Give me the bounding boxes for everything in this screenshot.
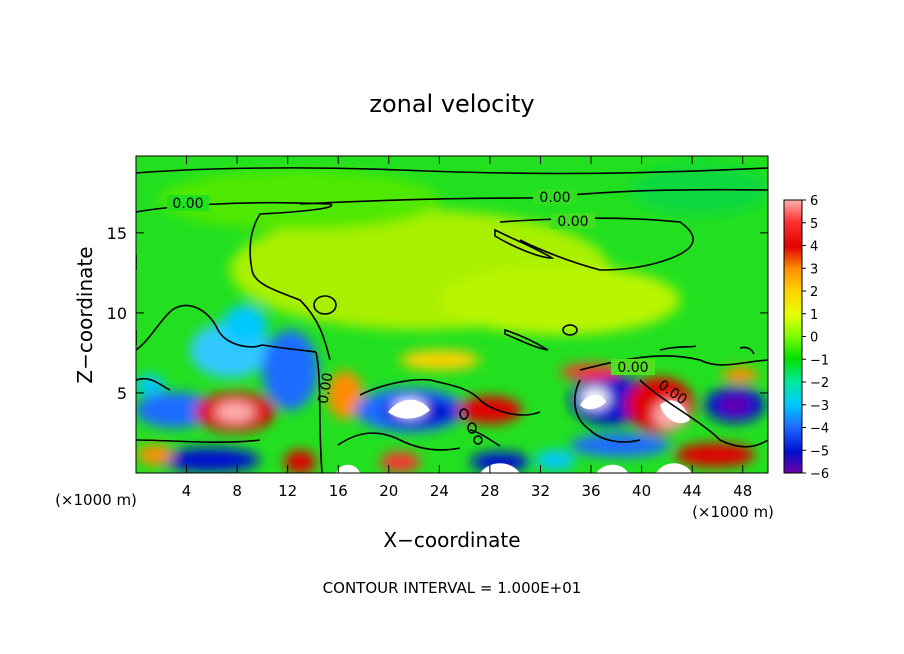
x-tick-label: 40: [632, 482, 651, 500]
contour-lines: [136, 167, 768, 473]
y-tick-label: 5: [117, 384, 127, 403]
colorbar-tick-label: −3: [810, 399, 829, 414]
x-axis-label: X−coordinate: [383, 528, 520, 552]
y-tick-label: 15: [107, 224, 127, 243]
colorbar-gradient: [783, 199, 803, 474]
x-tick-label: 8: [232, 482, 242, 500]
x-tick-label: 20: [379, 482, 398, 500]
x-unit-left: (×1000 m): [55, 491, 137, 509]
colorbar-tick-label: 5: [810, 217, 818, 232]
plot-frame: [135, 155, 769, 474]
colorbar-tick-label: −1: [810, 353, 829, 368]
x-tick-label: 44: [683, 482, 702, 500]
x-tick-label: 12: [278, 482, 297, 500]
x-tick-label: 4: [182, 482, 192, 500]
y-tick-label: 10: [107, 304, 127, 323]
contour-label: 0.00: [315, 372, 336, 405]
x-tick-label: 16: [329, 482, 348, 500]
x-tick-label: 24: [430, 482, 449, 500]
x-tick-label: 28: [480, 482, 499, 500]
colorbar-tick-label: 4: [810, 240, 818, 255]
colorbar-tick-label: 3: [810, 262, 818, 277]
x-axis: 4 8 12 16 20 24 28 32 36 40 44 48: [182, 156, 752, 500]
saturated-regions: [336, 394, 692, 473]
colorbar-tick-label: 1: [810, 308, 818, 323]
contour-label: 0.00: [172, 196, 203, 212]
contour-label: 0.00: [617, 360, 648, 376]
colorbar-tick-label: 2: [810, 285, 818, 300]
contour-label: 0.00: [539, 190, 570, 206]
x-unit-right: (×1000 m): [692, 503, 774, 521]
colorbar-tick-label: 6: [810, 194, 818, 209]
colorbar-tick-label: −5: [810, 444, 829, 459]
x-tick-label: 32: [531, 482, 550, 500]
y-axis: 5 10 15: [107, 224, 768, 403]
colorbar-tick-label: −4: [810, 422, 829, 437]
heatmap-field: 0.00 0.00 0.00 0.00 0.00 0.00: [136, 156, 768, 473]
contour-interval-footer: CONTOUR INTERVAL = 1.000E+01: [323, 579, 582, 597]
colorbar-tick-label: −6: [810, 467, 829, 482]
x-tick-label: 36: [581, 482, 600, 500]
y-axis-label: Z−coordinate: [73, 246, 97, 383]
colorbar: 6 5 4 3 2 1 0 −1 −2 −3 −4 −5 −6: [783, 194, 829, 482]
colorbar-tick-label: −2: [810, 376, 829, 391]
chart-title: zonal velocity: [369, 90, 534, 118]
contour-label: 0.00: [557, 214, 588, 230]
x-tick-label: 48: [733, 482, 752, 500]
colorbar-tick-label: 0: [810, 331, 818, 346]
